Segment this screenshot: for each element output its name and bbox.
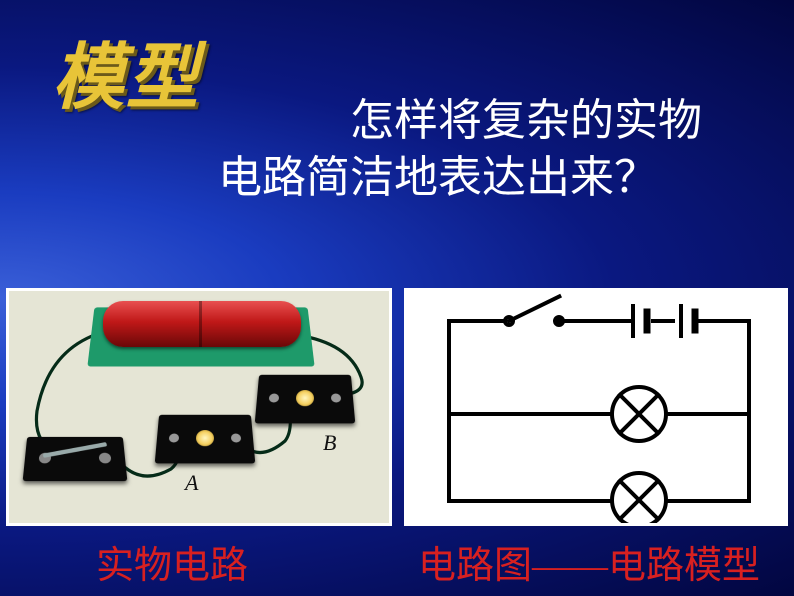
battery (103, 301, 301, 347)
right-caption-a: 电路图 (418, 545, 532, 587)
physical-circuit-panel: A B (6, 288, 392, 526)
right-caption-dash: —— (532, 545, 608, 587)
label-a: A (185, 470, 198, 496)
right-caption-b: 电路模型 (608, 545, 760, 587)
right-caption: 电路图——电路模型 (418, 534, 760, 589)
question-line2: 电路简洁地表达出来？ (218, 149, 758, 206)
circuit-schematic (407, 291, 785, 523)
schematic-panel (404, 288, 788, 526)
question-line1: 怎样将复杂的实物 (218, 92, 758, 149)
bulb-b (255, 375, 356, 424)
bulb-a (155, 415, 256, 464)
physical-circuit: A B (9, 291, 389, 523)
label-b: B (323, 430, 336, 456)
slide-title: 模型 (52, 18, 200, 123)
left-caption: 实物电路 (96, 534, 248, 589)
switch-component (23, 437, 128, 481)
question-text: 怎样将复杂的实物 电路简洁地表达出来？ (218, 92, 758, 206)
